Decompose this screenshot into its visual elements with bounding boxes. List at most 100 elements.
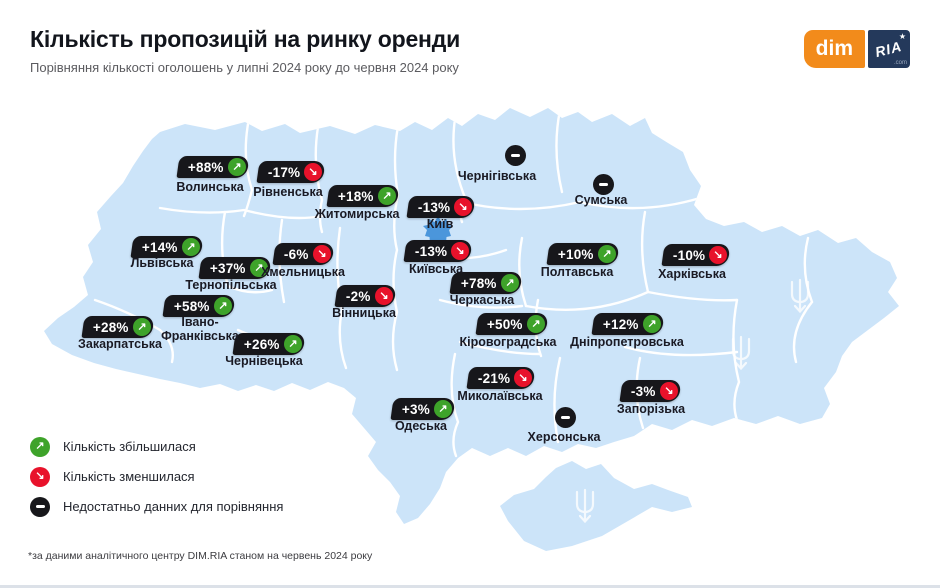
region-label-volynska: Волинська <box>176 180 244 194</box>
change-value: +78% <box>461 275 497 291</box>
arrow-glyph: ↗ <box>288 337 298 350</box>
no-data-icon <box>593 174 614 195</box>
region-badge-chernivetska: +26% ↗ <box>232 333 306 355</box>
trend-up-icon: ↗ <box>526 315 545 333</box>
dim-logo: dim <box>803 30 865 68</box>
change-value: -21% <box>478 370 511 386</box>
trend-down-icon: ↘ <box>514 369 533 387</box>
region-badge-poltavska: +10% ↗ <box>546 243 620 265</box>
ria-logo: ★ RIA .com <box>868 30 910 68</box>
trend-up-icon: ↗ <box>181 238 200 256</box>
trend-up-icon: ↗ <box>500 274 519 292</box>
region-badge-odeska: +3% ↗ <box>390 398 456 420</box>
no-data-icon <box>555 407 576 428</box>
minus-icon <box>599 183 608 186</box>
change-value: +26% <box>244 336 280 352</box>
legend-label: Недостатньо данних для порівняння <box>63 499 284 514</box>
star-icon: ★ <box>898 32 906 41</box>
region-badge-khmelnytska: -6% ↘ <box>272 243 335 265</box>
legend: ↗ Кількість збільшилася ↘ Кількість зменшил… <box>30 436 283 517</box>
region-badge-kirovohradska: +50% ↗ <box>475 313 549 335</box>
arrow-glyph: ↘ <box>713 248 723 261</box>
legend-item-down: ↘ Кількість зменшилася <box>30 466 283 487</box>
legend-label: Кількість зменшилася <box>63 469 195 484</box>
region-label-dnipropetrovska: Дніпропетровська <box>570 335 684 349</box>
change-value: -6% <box>284 246 309 262</box>
change-value: +28% <box>93 319 129 335</box>
region-label-zakarpatska: Закарпатська <box>78 337 162 351</box>
trend-up-icon: ↗ <box>434 400 452 418</box>
legend-none-icon <box>30 496 50 517</box>
oblast-borders <box>93 108 814 458</box>
minus-icon <box>35 505 45 508</box>
trend-down-icon: ↘ <box>454 198 473 216</box>
legend-label: Кількість збільшилася <box>63 439 196 454</box>
legend-item-none: Недостатньо данних для порівняння <box>30 496 283 517</box>
region-badge-dnipropetrovska: +12% ↗ <box>591 313 665 335</box>
change-value: -13% <box>418 199 451 215</box>
region-badge-vinnytska: -2% ↘ <box>334 285 397 307</box>
region-label-chernivetska: Чернівецька <box>225 354 303 368</box>
ria-com-text: .com <box>893 60 907 66</box>
change-value: -10% <box>673 247 706 263</box>
arrow-glyph: ↗ <box>647 317 657 330</box>
arrow-glyph: ↘ <box>518 371 528 384</box>
trend-up-icon: ↗ <box>642 315 661 333</box>
region-badge-mykolaivska: -21% ↘ <box>466 367 536 389</box>
legend-item-up: ↗ Кількість збільшилася <box>30 436 283 457</box>
bottom-divider <box>0 585 940 588</box>
region-badge-kyiv: -13% ↘ <box>406 196 476 218</box>
arrow-glyph: ↘ <box>308 165 318 178</box>
change-value: +37% <box>210 260 246 276</box>
arrow-glyph: ↘ <box>35 470 45 482</box>
region-label-kyiv: Київ <box>426 217 454 231</box>
region-label-kharkivska: Харківська <box>658 267 726 281</box>
change-value: -13% <box>415 243 448 259</box>
region-badge-kyivska: -13% ↘ <box>403 240 473 262</box>
no-data-icon <box>505 145 526 166</box>
region-label-chernihivska: Чернігівська <box>457 169 537 183</box>
minus-icon <box>511 154 520 157</box>
region-label-cherkaska: Черкаська <box>449 293 515 307</box>
region-label-zaporizka: Запорізька <box>616 402 686 416</box>
change-value: -2% <box>346 288 371 304</box>
dimria-logo: dim ★ RIA .com <box>803 30 910 68</box>
arrow-glyph: ↗ <box>438 402 448 415</box>
crimea-outline <box>500 461 692 551</box>
region-label-zhytomyrska: Житомирська <box>314 207 400 221</box>
arrow-glyph: ↗ <box>602 247 612 260</box>
arrow-glyph: ↘ <box>455 244 465 257</box>
footnote: *за даними аналітичного центру DIM.RIA с… <box>28 550 373 562</box>
region-label-rivnenska: Рівненська <box>253 185 323 199</box>
region-label-ternopilska: Тернопільська <box>185 278 277 292</box>
minus-icon <box>561 416 570 419</box>
region-badge-rivnenska: -17% ↘ <box>256 161 326 183</box>
region-badge-zaporizka: -3% ↘ <box>619 380 682 402</box>
arrow-glyph: ↘ <box>664 384 674 397</box>
change-value: +12% <box>603 316 639 332</box>
region-label-khersonska: Херсонська <box>527 430 601 444</box>
trend-down-icon: ↘ <box>304 163 323 181</box>
trend-down-icon: ↘ <box>709 246 728 264</box>
change-value: -17% <box>268 164 301 180</box>
trend-up-icon: ↗ <box>377 187 396 205</box>
change-value: +18% <box>338 188 374 204</box>
legend-up-icon: ↗ <box>30 436 50 457</box>
ukraine-outline <box>44 108 899 524</box>
header: Кількість пропозицій на ринку оренди Пор… <box>30 26 910 75</box>
arrow-glyph: ↗ <box>186 240 196 253</box>
change-value: +3% <box>402 401 430 417</box>
trend-up-icon: ↗ <box>283 335 302 353</box>
legend-down-icon: ↘ <box>30 466 50 487</box>
change-value: +14% <box>142 239 178 255</box>
ria-logo-text: RIA <box>873 37 904 61</box>
region-badge-zakarpatska: +28% ↗ <box>81 316 155 338</box>
region-badge-ivano-frankivska: +58% ↗ <box>162 295 236 317</box>
trend-down-icon: ↘ <box>312 245 331 263</box>
trend-up-icon: ↗ <box>213 297 232 315</box>
trend-down-icon: ↘ <box>451 242 470 260</box>
arrow-glyph: ↗ <box>218 299 228 312</box>
